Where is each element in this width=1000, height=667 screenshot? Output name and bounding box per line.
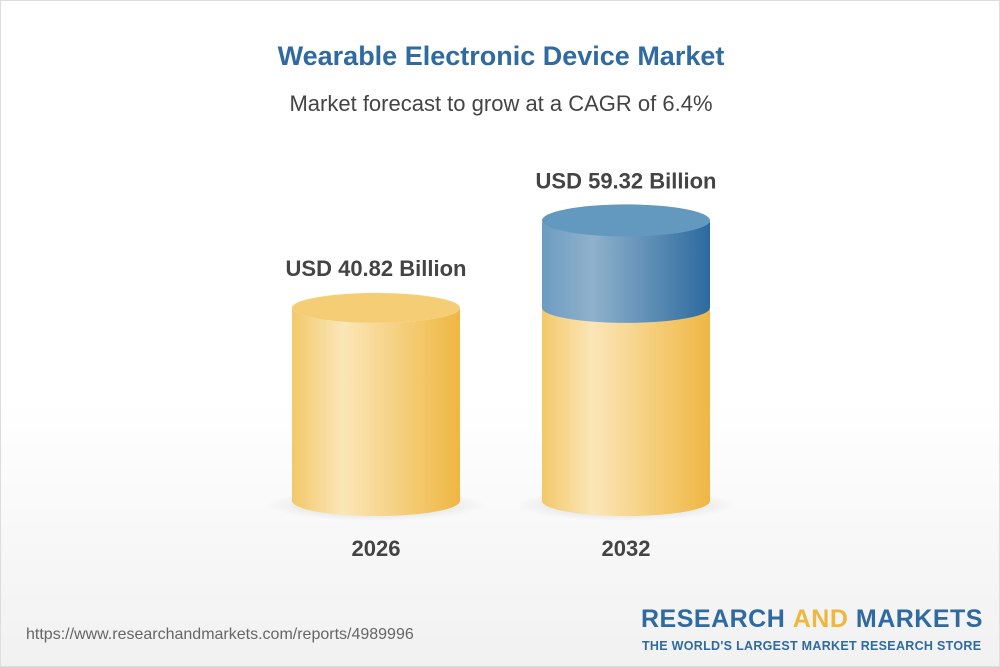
cylinder-top-2032 (542, 204, 710, 237)
brand-logo: RESEARCH AND MARKETS (641, 605, 983, 633)
brand-tagline: THE WORLD'S LARGEST MARKET RESEARCH STOR… (642, 639, 982, 653)
cylinder-top-2026 (292, 292, 460, 323)
cylinder-growth-segment-2032 (542, 220, 710, 323)
report-url[interactable]: https://www.researchandmarkets.com/repor… (26, 626, 414, 643)
cylinder-base-segment-2032 (542, 307, 710, 516)
category-label: 2032 (602, 536, 651, 561)
cylinder-body-2026 (292, 307, 460, 516)
data-label: USD 40.82 Billion (286, 256, 467, 281)
chart-subtitle: Market forecast to grow at a CAGR of 6.4… (289, 91, 713, 116)
cylinder-chart: USD 40.82 Billion 2026 USD 59.32 Billion 20… (267, 168, 735, 561)
category-label: 2026 (352, 536, 401, 561)
chart-title: Wearable Electronic Device Market (277, 41, 725, 71)
data-label: USD 59.32 Billion (536, 168, 717, 193)
